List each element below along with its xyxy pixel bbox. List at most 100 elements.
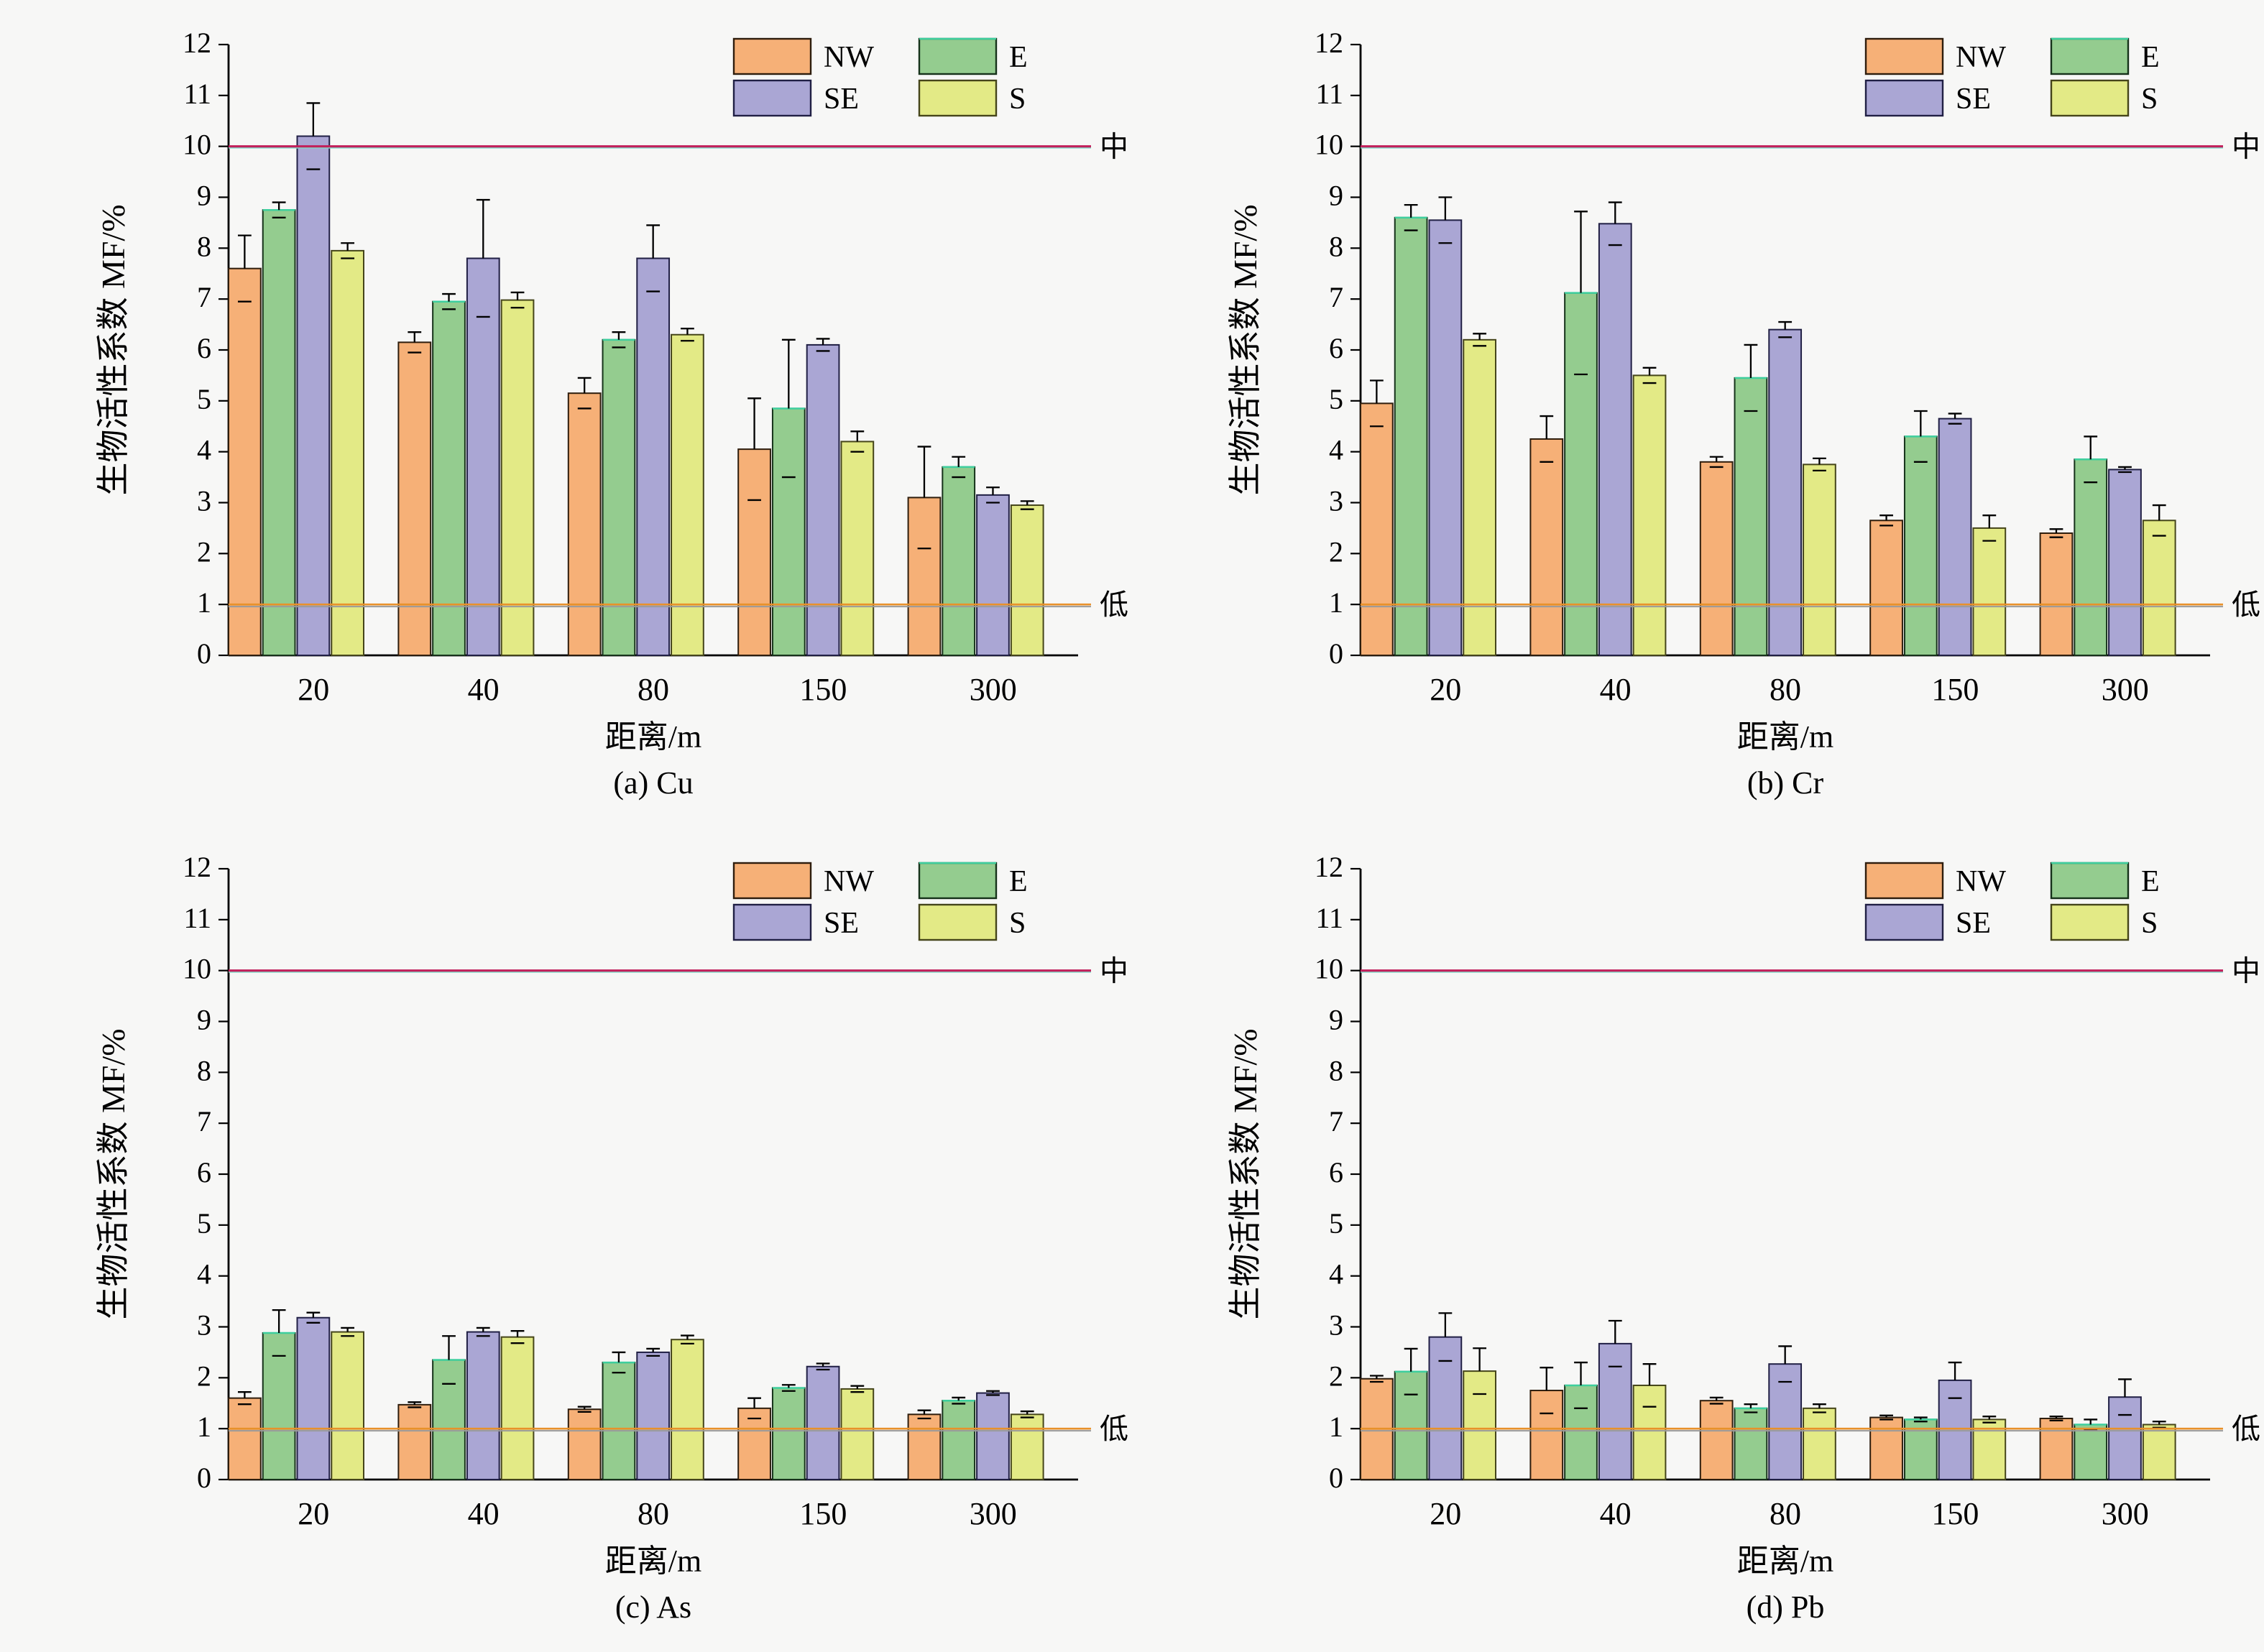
- svg-text:S: S: [1009, 83, 1026, 116]
- svg-text:(a) Cu: (a) Cu: [613, 765, 693, 800]
- svg-text:150: 150: [799, 1496, 847, 1531]
- svg-text:6: 6: [197, 1156, 211, 1189]
- svg-text:0: 0: [197, 637, 211, 670]
- svg-text:1: 1: [1329, 1411, 1343, 1443]
- svg-text:7: 7: [1329, 1105, 1343, 1138]
- svg-text:生物活性系数 MF/%: 生物活性系数 MF/%: [95, 1028, 132, 1319]
- svg-text:40: 40: [468, 1496, 500, 1531]
- svg-text:5: 5: [1329, 383, 1343, 415]
- svg-text:8: 8: [1329, 230, 1343, 262]
- svg-text:3: 3: [197, 485, 211, 517]
- svg-text:11: 11: [183, 902, 211, 934]
- svg-text:7: 7: [197, 281, 211, 313]
- svg-text:距离/m: 距离/m: [1737, 719, 1833, 755]
- svg-text:20: 20: [298, 1496, 329, 1531]
- svg-text:4: 4: [197, 434, 211, 466]
- svg-text:S: S: [1009, 907, 1026, 940]
- svg-text:20: 20: [1430, 672, 1461, 707]
- svg-text:4: 4: [1329, 1258, 1343, 1291]
- svg-text:80: 80: [1770, 1496, 1801, 1531]
- svg-text:E: E: [2141, 865, 2160, 898]
- svg-text:8: 8: [197, 230, 211, 262]
- svg-text:12: 12: [1315, 851, 1343, 883]
- svg-text:中: 中: [2232, 131, 2260, 163]
- svg-text:低: 低: [1100, 589, 1128, 621]
- svg-text:3: 3: [1329, 485, 1343, 517]
- svg-text:生物活性系数 MF/%: 生物活性系数 MF/%: [1227, 1028, 1264, 1319]
- svg-text:1: 1: [197, 586, 211, 619]
- svg-text:80: 80: [638, 672, 669, 707]
- svg-text:距离/m: 距离/m: [605, 719, 701, 755]
- svg-text:20: 20: [1430, 1496, 1461, 1531]
- svg-text:0: 0: [197, 1462, 211, 1494]
- svg-text:NW: NW: [1956, 41, 2006, 74]
- svg-text:5: 5: [1329, 1207, 1343, 1240]
- svg-text:SE: SE: [1956, 907, 1991, 940]
- svg-text:300: 300: [2102, 672, 2149, 707]
- svg-text:S: S: [2141, 907, 2158, 940]
- svg-text:SE: SE: [824, 83, 859, 116]
- svg-text:NW: NW: [824, 41, 874, 74]
- svg-text:4: 4: [1329, 434, 1343, 466]
- svg-text:12: 12: [183, 851, 211, 883]
- svg-text:S: S: [2141, 83, 2158, 116]
- svg-text:10: 10: [1315, 953, 1343, 985]
- svg-text:E: E: [2141, 41, 2160, 74]
- svg-text:E: E: [1009, 865, 1028, 898]
- svg-text:(d) Pb: (d) Pb: [1747, 1589, 1825, 1625]
- svg-text:3: 3: [197, 1309, 211, 1342]
- svg-text:11: 11: [183, 78, 211, 110]
- svg-text:0: 0: [1329, 1462, 1343, 1494]
- svg-text:6: 6: [1329, 1156, 1343, 1189]
- svg-text:2: 2: [197, 1360, 211, 1392]
- svg-text:E: E: [1009, 41, 1028, 74]
- svg-text:低: 低: [1100, 1413, 1128, 1445]
- svg-text:40: 40: [1600, 1496, 1632, 1531]
- svg-text:(c) As: (c) As: [615, 1589, 691, 1625]
- svg-text:7: 7: [197, 1105, 211, 1138]
- svg-text:低: 低: [2232, 589, 2260, 621]
- svg-text:生物活性系数 MF/%: 生物活性系数 MF/%: [1227, 204, 1264, 495]
- svg-text:10: 10: [183, 129, 211, 161]
- svg-text:中: 中: [1100, 955, 1128, 987]
- svg-text:10: 10: [183, 953, 211, 985]
- svg-text:11: 11: [1315, 78, 1343, 110]
- svg-text:5: 5: [197, 383, 211, 415]
- svg-text:中: 中: [1100, 131, 1128, 163]
- svg-text:10: 10: [1315, 129, 1343, 161]
- svg-text:300: 300: [2102, 1496, 2149, 1531]
- svg-text:距离/m: 距离/m: [605, 1543, 701, 1579]
- svg-text:8: 8: [197, 1054, 211, 1086]
- svg-text:40: 40: [1600, 672, 1632, 707]
- svg-text:2: 2: [1329, 1360, 1343, 1392]
- svg-text:生物活性系数 MF/%: 生物活性系数 MF/%: [95, 204, 132, 495]
- svg-text:1: 1: [1329, 586, 1343, 619]
- svg-text:2: 2: [1329, 535, 1343, 568]
- svg-text:6: 6: [197, 332, 211, 364]
- svg-text:9: 9: [197, 180, 211, 212]
- svg-text:4: 4: [197, 1258, 211, 1291]
- svg-text:中: 中: [2232, 955, 2260, 987]
- svg-text:1: 1: [197, 1411, 211, 1443]
- svg-text:300: 300: [970, 1496, 1017, 1531]
- svg-text:SE: SE: [1956, 83, 1991, 116]
- svg-text:SE: SE: [824, 907, 859, 940]
- svg-text:12: 12: [1315, 27, 1343, 59]
- svg-text:80: 80: [638, 1496, 669, 1531]
- svg-text:5: 5: [197, 1207, 211, 1240]
- svg-text:9: 9: [197, 1004, 211, 1036]
- svg-text:距离/m: 距离/m: [1737, 1543, 1833, 1579]
- svg-text:7: 7: [1329, 281, 1343, 313]
- svg-text:40: 40: [468, 672, 500, 707]
- svg-text:12: 12: [183, 27, 211, 59]
- svg-text:11: 11: [1315, 902, 1343, 934]
- svg-text:80: 80: [1770, 672, 1801, 707]
- svg-text:300: 300: [970, 672, 1017, 707]
- svg-text:3: 3: [1329, 1309, 1343, 1342]
- svg-text:低: 低: [2232, 1413, 2260, 1445]
- svg-text:(b) Cr: (b) Cr: [1747, 765, 1824, 800]
- svg-text:2: 2: [197, 535, 211, 568]
- svg-text:8: 8: [1329, 1054, 1343, 1086]
- svg-text:150: 150: [799, 672, 847, 707]
- svg-text:150: 150: [1931, 1496, 1979, 1531]
